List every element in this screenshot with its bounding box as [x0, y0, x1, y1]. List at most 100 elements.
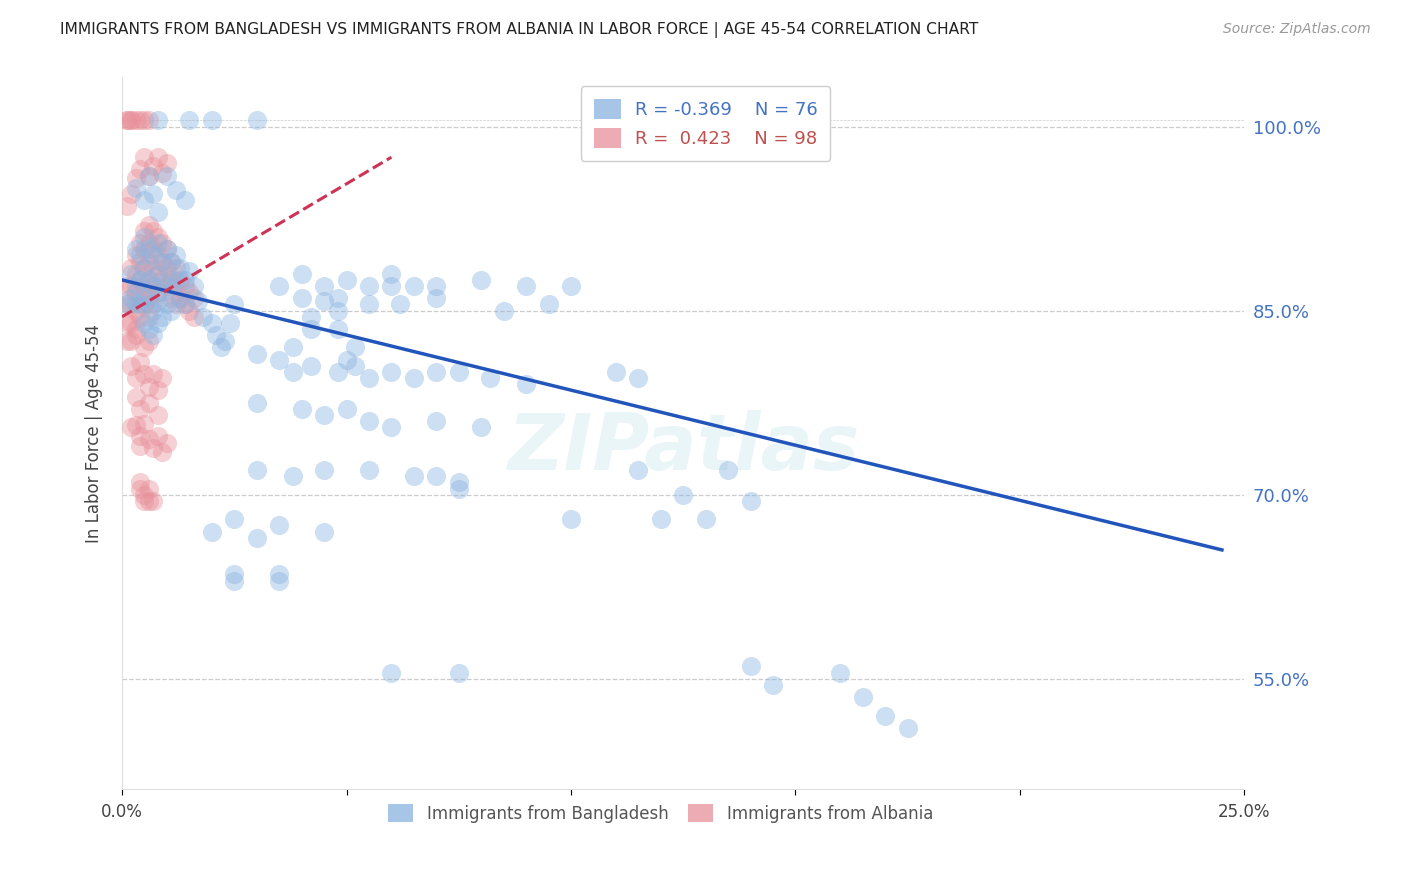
Point: [281, 469, 304, 483]
Point: [146, 293, 169, 308]
Point: [146, 384, 169, 398]
Point: [134, 242, 156, 256]
Point: [138, 334, 160, 349]
Point: [124, 285, 146, 300]
Point: [312, 524, 335, 539]
Point: [695, 512, 717, 526]
Point: [740, 659, 762, 673]
Point: [160, 291, 183, 305]
Point: [187, 293, 209, 308]
Point: [447, 665, 470, 680]
Point: [269, 518, 291, 533]
Point: [160, 254, 183, 268]
Point: [447, 475, 470, 490]
Point: [129, 113, 152, 128]
Point: [224, 297, 246, 311]
Point: [402, 469, 425, 483]
Point: [138, 169, 160, 183]
Point: [269, 352, 291, 367]
Point: [138, 254, 160, 268]
Point: [246, 346, 269, 360]
Point: [179, 303, 201, 318]
Point: [269, 574, 291, 588]
Point: [115, 113, 138, 128]
Point: [560, 279, 582, 293]
Point: [830, 665, 852, 680]
Point: [142, 493, 165, 508]
Point: [335, 401, 357, 416]
Point: [156, 297, 179, 311]
Point: [134, 291, 156, 305]
Point: [115, 279, 138, 293]
Point: [165, 273, 187, 287]
Point: [146, 267, 169, 281]
Point: [269, 567, 291, 582]
Point: [129, 429, 152, 443]
Point: [142, 279, 165, 293]
Point: [146, 429, 169, 443]
Point: [380, 665, 402, 680]
Point: [124, 328, 146, 343]
Point: [129, 291, 152, 305]
Point: [138, 433, 160, 447]
Point: [156, 156, 179, 170]
Point: [344, 340, 367, 354]
Point: [129, 355, 152, 369]
Point: [165, 183, 187, 197]
Point: [138, 482, 160, 496]
Point: [134, 417, 156, 431]
Point: [335, 352, 357, 367]
Point: [183, 310, 205, 324]
Point: [134, 113, 156, 128]
Point: [515, 279, 537, 293]
Point: [152, 444, 174, 458]
Point: [312, 463, 335, 477]
Point: [875, 708, 897, 723]
Point: [852, 690, 875, 705]
Point: [291, 291, 314, 305]
Point: [156, 436, 179, 450]
Point: [179, 285, 201, 300]
Point: [146, 230, 169, 244]
Point: [205, 328, 228, 343]
Point: [174, 279, 197, 293]
Point: [129, 310, 152, 324]
Point: [160, 303, 183, 318]
Point: [120, 297, 142, 311]
Point: [218, 316, 240, 330]
Point: [291, 401, 314, 416]
Point: [169, 291, 191, 305]
Point: [115, 334, 138, 349]
Point: [124, 113, 146, 128]
Point: [146, 316, 169, 330]
Point: [425, 365, 447, 379]
Point: [152, 254, 174, 268]
Point: [124, 371, 146, 385]
Point: [214, 334, 236, 349]
Point: [209, 340, 232, 354]
Point: [281, 340, 304, 354]
Point: [138, 322, 160, 336]
Point: [138, 273, 160, 287]
Point: [246, 531, 269, 545]
Point: [138, 310, 160, 324]
Point: [142, 328, 165, 343]
Point: [134, 368, 156, 382]
Point: [124, 322, 146, 336]
Point: [152, 285, 174, 300]
Point: [224, 567, 246, 582]
Point: [740, 493, 762, 508]
Point: [224, 574, 246, 588]
Text: ZIPatlas: ZIPatlas: [508, 409, 859, 485]
Point: [344, 359, 367, 373]
Point: [152, 254, 174, 268]
Point: [142, 368, 165, 382]
Point: [160, 279, 183, 293]
Point: [156, 273, 179, 287]
Point: [134, 260, 156, 275]
Point: [447, 482, 470, 496]
Point: [179, 113, 201, 128]
Point: [129, 439, 152, 453]
Point: [124, 181, 146, 195]
Point: [134, 279, 156, 293]
